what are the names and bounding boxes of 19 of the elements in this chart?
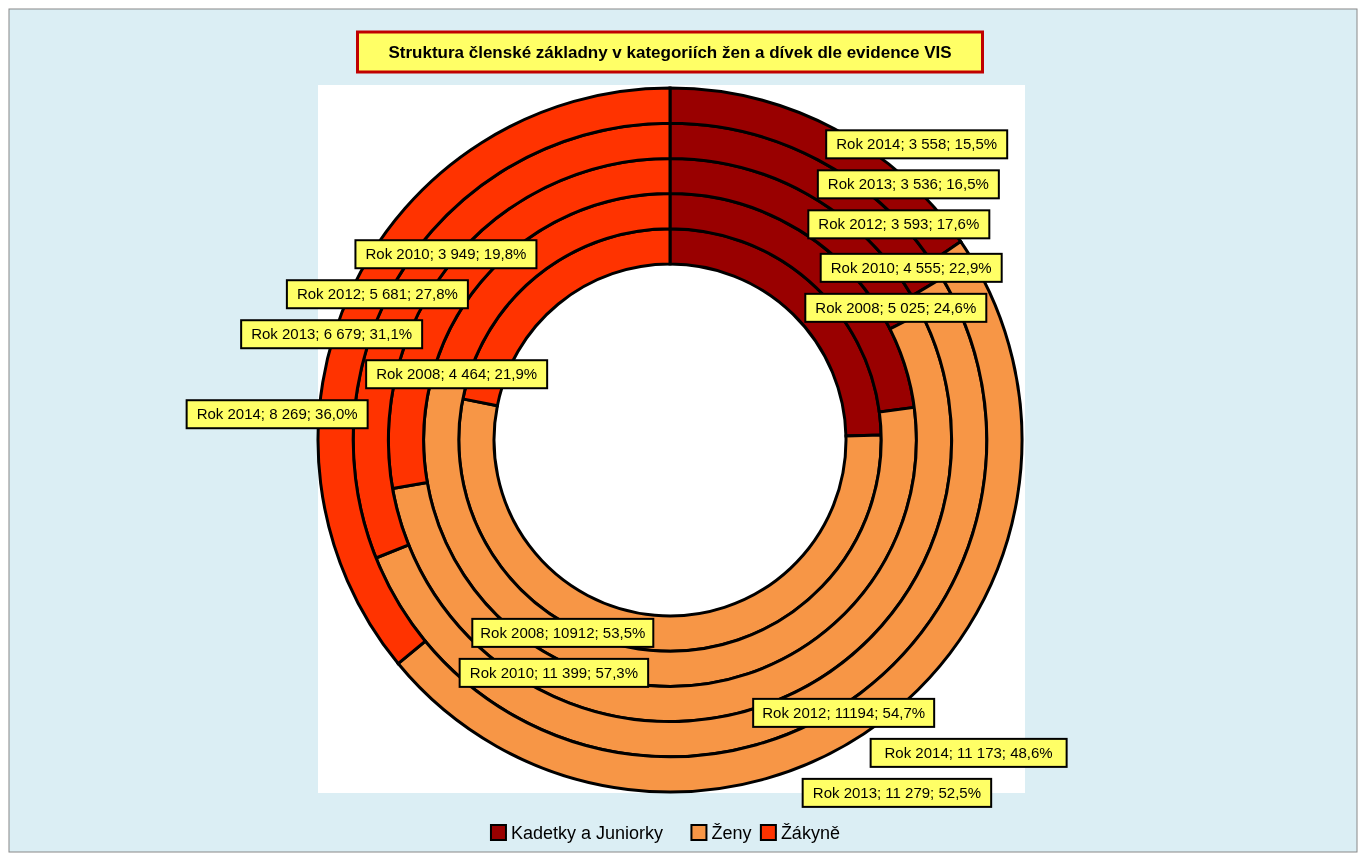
data-label: Rok 2010; 11 399; 57,3%: [469, 663, 638, 681]
data-label: Rok 2012; 11194; 54,7%: [762, 703, 926, 721]
data-label: Rok 2008; 10912; 53,5%: [480, 623, 646, 641]
legend-label: Žákyně: [780, 823, 840, 843]
data-label: Rok 2014; 3 558; 15,5%: [836, 135, 998, 153]
data-label: Rok 2008; 4 464; 21,9%: [376, 365, 538, 383]
data-label: Rok 2013; 11 279; 52,5%: [812, 783, 982, 801]
data-label: Rok 2013; 3 536; 16,5%: [827, 175, 989, 193]
data-label: Rok 2010; 4 555; 22,9%: [830, 258, 992, 276]
data-label: Rok 2013; 6 679; 31,1%: [251, 325, 413, 343]
chart-title: Struktura členské základny v kategoriích žen a dívek dle evidence VIS: [388, 43, 952, 62]
data-label: Rok 2012; 3 593; 17,6%: [818, 215, 980, 233]
data-label: Rok 2008; 5 025; 24,6%: [815, 298, 977, 316]
data-label: Rok 2010; 3 949; 19,8%: [365, 245, 527, 263]
data-label: Rok 2012; 5 681; 27,8%: [296, 285, 458, 303]
data-label: Rok 2014; 11 173; 48,6%: [884, 743, 1053, 761]
legend-label: Kadetky a Juniorky: [510, 823, 664, 843]
data-label: Rok 2014; 8 269; 36,0%: [196, 405, 358, 423]
legend-label: Ženy: [711, 823, 752, 843]
